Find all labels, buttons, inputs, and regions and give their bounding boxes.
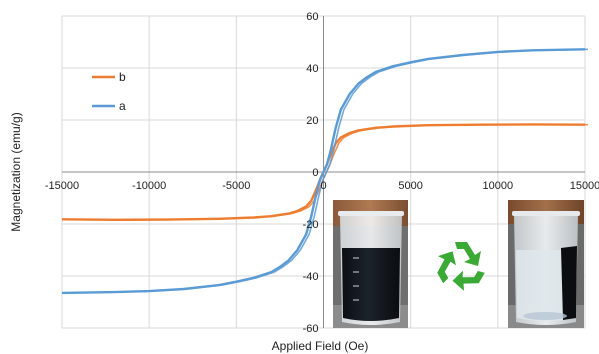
legend: b a xyxy=(92,70,126,113)
legend-label-b: b xyxy=(119,70,126,84)
x-tick-label: 10000 xyxy=(483,180,514,192)
y-tick-label: -20 xyxy=(303,219,319,231)
beaker-dark-dispersion-photo xyxy=(333,200,408,328)
y-tick-label: 40 xyxy=(306,63,318,75)
y-axis-title: Magnetization (emu/g) xyxy=(9,112,23,231)
y-tick-label: 20 xyxy=(306,115,318,127)
recycle-icon xyxy=(437,242,485,291)
beaker-clear-with-magnet-photo xyxy=(508,200,584,328)
x-tick-label: 15000 xyxy=(570,180,599,192)
y-tick-label: -40 xyxy=(303,271,319,283)
series-layer xyxy=(61,48,589,295)
y-tick-label: 60 xyxy=(306,11,318,23)
x-tick-label: 5000 xyxy=(398,180,422,192)
x-tick-label: -10000 xyxy=(132,180,166,192)
tick-labels: -15000 -10000 -5000 0 5000 10000 15000 -60 -40 -2… xyxy=(45,11,599,335)
x-tick-label: -5000 xyxy=(222,180,250,192)
legend-label-a: a xyxy=(119,99,126,113)
y-tick-label: -60 xyxy=(303,323,319,335)
series-line-a-return-branch xyxy=(64,48,589,294)
x-tick-label: -15000 xyxy=(45,180,79,192)
y-tick-label: 0 xyxy=(312,167,318,179)
x-tick-label: 0 xyxy=(320,180,326,192)
x-axis-title: Applied Field (Oe) xyxy=(272,339,369,353)
